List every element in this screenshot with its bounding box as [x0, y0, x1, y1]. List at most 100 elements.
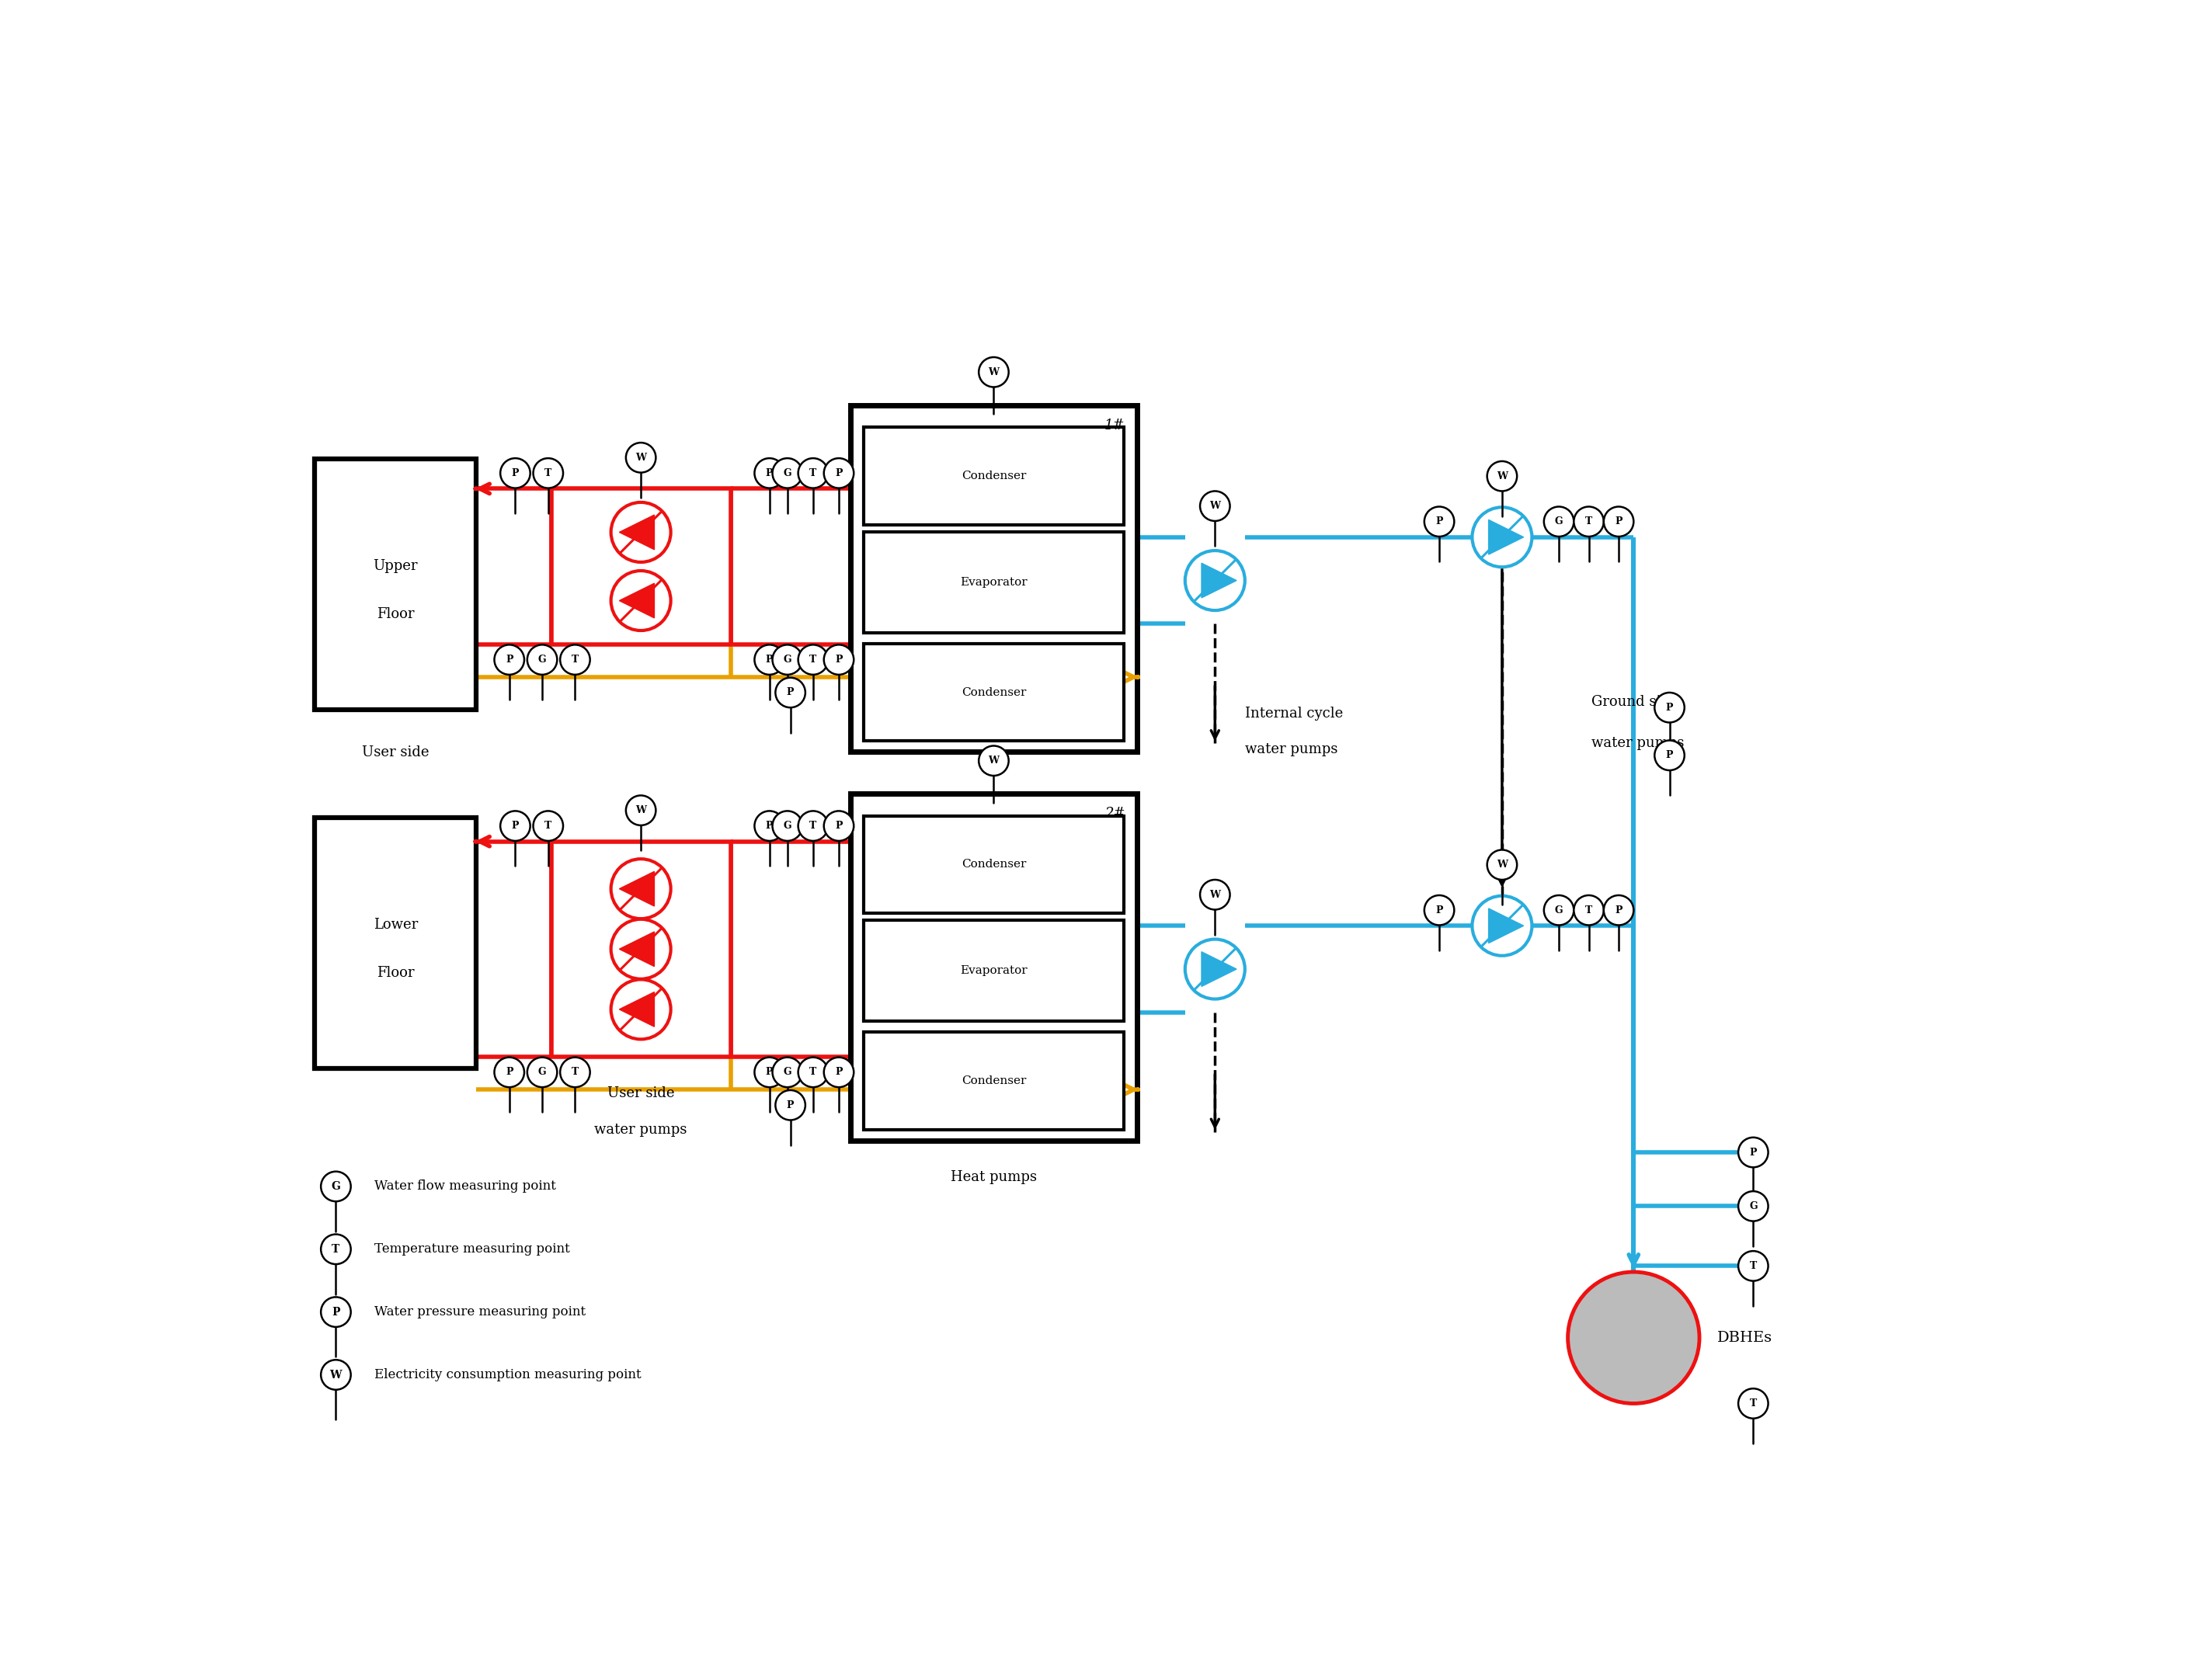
Circle shape: [1655, 740, 1686, 770]
Circle shape: [1425, 896, 1453, 926]
Text: T: T: [810, 1068, 816, 1078]
Circle shape: [1473, 896, 1533, 956]
Text: P: P: [836, 820, 843, 830]
Text: Water flow measuring point: Water flow measuring point: [374, 1180, 557, 1193]
Bar: [314, 460, 476, 710]
Circle shape: [1544, 506, 1573, 536]
Text: Upper: Upper: [374, 560, 418, 573]
Circle shape: [754, 810, 785, 841]
Text: P: P: [511, 468, 520, 478]
Circle shape: [772, 458, 803, 488]
Text: T: T: [810, 655, 816, 665]
Polygon shape: [1201, 952, 1237, 986]
Text: P: P: [836, 468, 843, 478]
Circle shape: [754, 458, 785, 488]
Circle shape: [799, 458, 827, 488]
Text: Evaporator: Evaporator: [960, 966, 1026, 976]
Text: T: T: [1750, 1399, 1756, 1409]
Polygon shape: [619, 872, 655, 906]
Polygon shape: [619, 993, 655, 1026]
Circle shape: [823, 458, 854, 488]
Bar: [849, 794, 1137, 1140]
Text: P: P: [1436, 906, 1442, 916]
Text: T: T: [332, 1243, 341, 1255]
Circle shape: [1739, 1191, 1767, 1222]
Circle shape: [799, 1058, 827, 1088]
Text: G: G: [538, 655, 546, 665]
Text: W: W: [989, 755, 1000, 765]
Text: P: P: [1666, 750, 1672, 760]
Circle shape: [1573, 896, 1604, 926]
Circle shape: [799, 645, 827, 675]
Text: G: G: [783, 1068, 792, 1078]
Circle shape: [754, 645, 785, 675]
Circle shape: [626, 795, 655, 825]
Text: P: P: [507, 1068, 513, 1078]
Text: 1#: 1#: [1104, 418, 1126, 433]
Circle shape: [611, 571, 670, 630]
Text: P: P: [1615, 906, 1621, 916]
Circle shape: [611, 919, 670, 979]
Text: G: G: [1555, 516, 1564, 526]
Circle shape: [799, 810, 827, 841]
Text: G: G: [783, 820, 792, 830]
Circle shape: [321, 1360, 352, 1390]
Polygon shape: [619, 932, 655, 966]
Circle shape: [1186, 939, 1245, 999]
Bar: [863, 921, 1124, 1021]
Text: W: W: [330, 1369, 343, 1380]
Circle shape: [321, 1171, 352, 1201]
Text: Condenser: Condenser: [962, 471, 1026, 481]
Circle shape: [823, 1058, 854, 1088]
Bar: [551, 842, 730, 1056]
Text: W: W: [1498, 861, 1509, 871]
Text: W: W: [1210, 501, 1221, 511]
Text: P: P: [1750, 1148, 1756, 1158]
Circle shape: [500, 458, 531, 488]
Polygon shape: [619, 515, 655, 550]
Circle shape: [1604, 896, 1635, 926]
Circle shape: [321, 1235, 352, 1265]
Circle shape: [1186, 550, 1245, 610]
Text: P: P: [1615, 516, 1621, 526]
Text: T: T: [544, 820, 551, 830]
Circle shape: [493, 1058, 524, 1088]
Circle shape: [533, 810, 564, 841]
Bar: [863, 643, 1124, 740]
Text: Lower: Lower: [374, 917, 418, 932]
Circle shape: [978, 745, 1009, 775]
Circle shape: [611, 859, 670, 919]
Text: Floor: Floor: [376, 966, 414, 979]
Bar: [314, 817, 476, 1069]
Text: W: W: [989, 368, 1000, 378]
Polygon shape: [1489, 520, 1524, 555]
Text: Heat pumps: Heat pumps: [951, 1170, 1037, 1185]
Circle shape: [526, 645, 557, 675]
Circle shape: [1739, 1252, 1767, 1282]
Text: P: P: [787, 687, 794, 697]
Circle shape: [978, 358, 1009, 388]
Text: P: P: [836, 655, 843, 665]
Circle shape: [321, 1297, 352, 1327]
Circle shape: [526, 1058, 557, 1088]
Circle shape: [611, 503, 670, 561]
Circle shape: [1604, 506, 1635, 536]
Text: water pumps: water pumps: [1245, 742, 1338, 757]
Text: T: T: [544, 468, 551, 478]
Text: P: P: [1666, 702, 1672, 712]
Circle shape: [560, 645, 591, 675]
Text: W: W: [635, 805, 646, 815]
Text: Evaporator: Evaporator: [960, 576, 1026, 588]
Circle shape: [533, 458, 564, 488]
Text: T: T: [810, 468, 816, 478]
Text: water pumps: water pumps: [595, 1123, 688, 1136]
Bar: [863, 428, 1124, 525]
Text: P: P: [765, 820, 774, 830]
Text: Condenser: Condenser: [962, 687, 1026, 698]
Bar: [551, 488, 730, 643]
Text: Ground side: Ground side: [1593, 695, 1679, 709]
Text: Condenser: Condenser: [962, 859, 1026, 871]
Text: Temperature measuring point: Temperature measuring point: [374, 1243, 571, 1257]
Text: P: P: [765, 655, 774, 665]
Circle shape: [776, 678, 805, 707]
